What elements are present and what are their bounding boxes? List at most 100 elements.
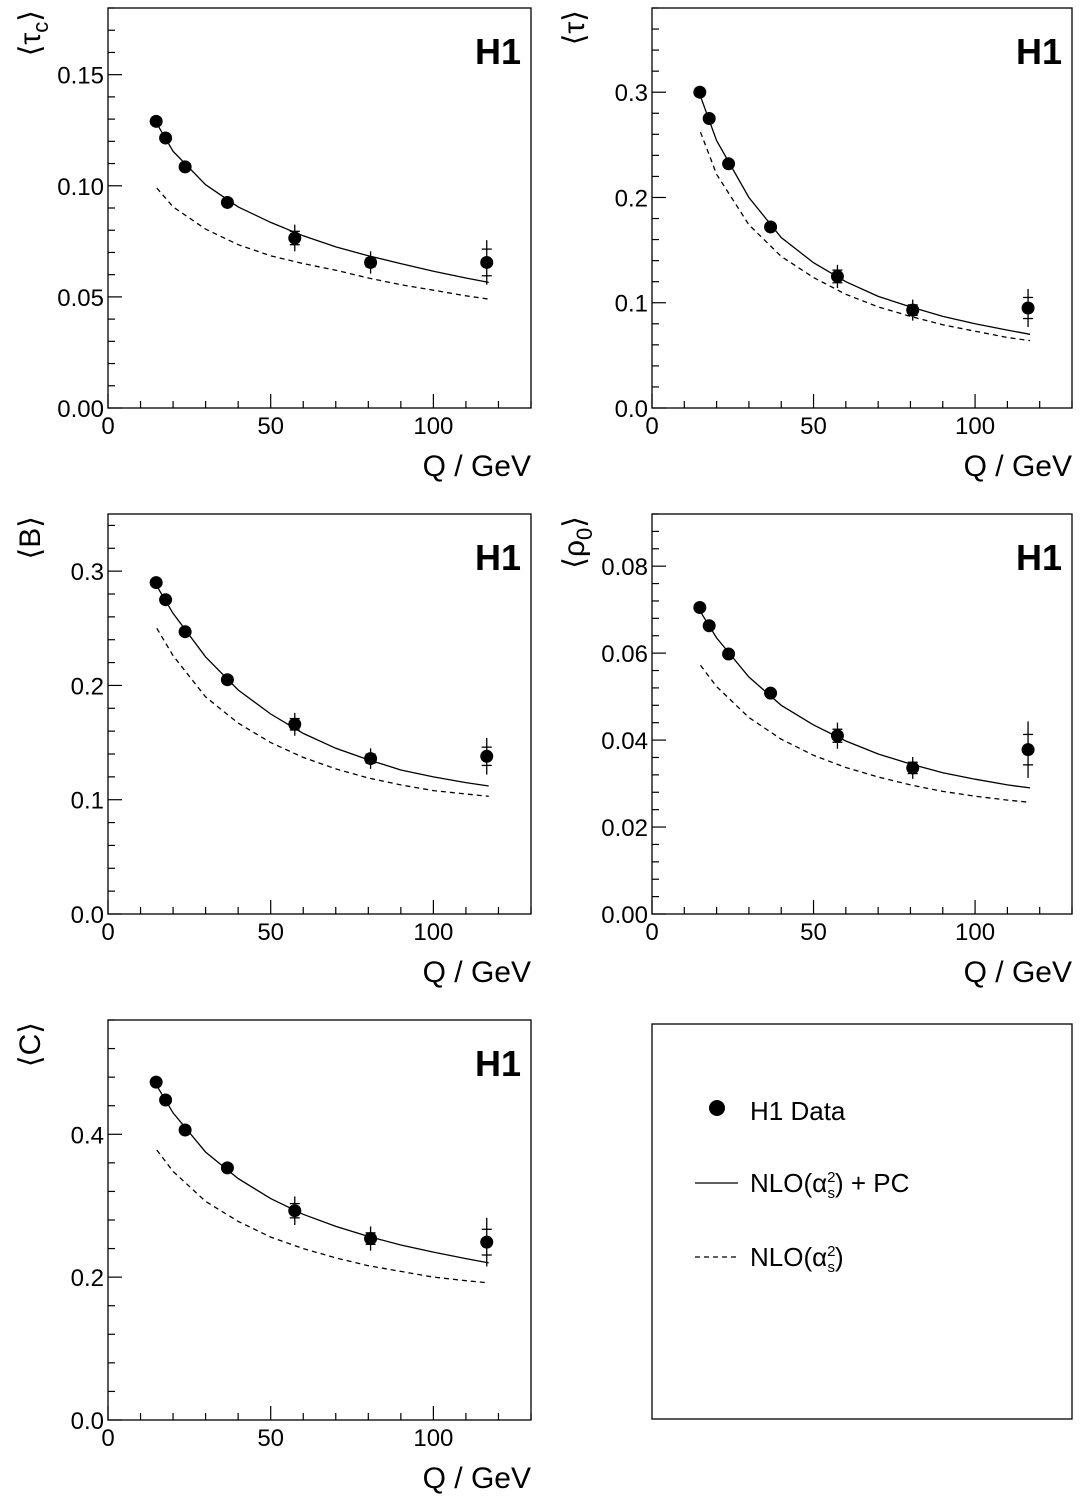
legend-label-nlo-sub: s xyxy=(828,1259,836,1276)
curve-nlo-pc xyxy=(156,1085,489,1264)
y-tick-label: 0.4 xyxy=(71,1122,104,1149)
legend: H1 Data NLO(α2 s) + PC NLO(α2 s) xyxy=(651,1023,1073,1420)
y-tick-label: 0.1 xyxy=(71,788,104,815)
plot-frame xyxy=(651,513,1073,915)
y-tick-label: 0.06 xyxy=(601,641,648,668)
panel-4: 0 50 100 0.00 0.02 0.04 0.06 0.08 Q / GeV ⟨ρ0⟩ H1 xyxy=(558,513,1073,989)
x-tick-label: 100 xyxy=(413,919,453,946)
y-tick-label: 0.04 xyxy=(601,728,648,755)
y-axis-title: ⟨τ⟩ xyxy=(558,10,591,45)
y-tick-label: 0.1 xyxy=(615,291,648,318)
legend-label-nlo-pc-end: ) + PC xyxy=(835,1168,909,1198)
experiment-label: H1 xyxy=(1016,31,1062,72)
panel-1: 0 50 100 0.00 0.05 0.10 0.15 Q / GeV ⟨τc⟩ H1 xyxy=(14,7,532,483)
x-axis-title: Q / GeV xyxy=(964,956,1072,989)
data-point xyxy=(178,1123,192,1137)
plot-frame xyxy=(107,513,532,915)
y-axis-title-symbol: C xyxy=(14,1034,47,1056)
experiment-label: H1 xyxy=(475,537,521,578)
y-tick-label: 0.00 xyxy=(601,902,648,929)
curve-nlo xyxy=(156,187,489,300)
data-point xyxy=(220,195,234,209)
curve-nlo xyxy=(699,131,1031,342)
data-point xyxy=(722,647,736,661)
curve-nlo xyxy=(156,627,489,797)
y-axis-title-close: ⟩ xyxy=(558,10,591,22)
y-tick-label: 0.0 xyxy=(71,1408,104,1435)
panel-3: 0 50 100 0.0 0.1 0.2 0.3 Q / GeV ⟨B⟩ H1 xyxy=(14,513,532,989)
y-axis-title-symbol: ρ xyxy=(558,540,591,557)
y-axis-title-symbol: τ xyxy=(558,22,591,34)
data-point xyxy=(702,619,716,633)
y-axis-title-close: ⟩ xyxy=(14,1022,47,1034)
plot-frame xyxy=(651,7,1073,409)
y-axis-title-close: ⟩ xyxy=(14,516,47,528)
x-tick-label: 0 xyxy=(645,413,658,440)
y-tick-label: 0.00 xyxy=(57,396,104,423)
x-tick-label: 50 xyxy=(257,919,284,946)
y-tick-label: 0.2 xyxy=(71,1265,104,1292)
experiment-label: H1 xyxy=(1016,537,1062,578)
legend-label-nlo-end: ) xyxy=(835,1242,844,1272)
y-axis-title-sub: c xyxy=(28,22,53,33)
y-axis-title: ⟨ρ0⟩ xyxy=(558,516,597,569)
x-tick-label: 50 xyxy=(257,413,284,440)
data-point xyxy=(149,1075,163,1089)
data-point xyxy=(288,717,302,731)
experiment-label: H1 xyxy=(475,31,521,72)
legend-label-nlo-pc-sub: s xyxy=(828,1185,836,1202)
x-axis-title: Q / GeV xyxy=(423,1462,531,1495)
data-point xyxy=(159,593,173,607)
data-point xyxy=(906,303,920,317)
data-point xyxy=(159,131,173,145)
data-point xyxy=(480,1235,494,1249)
y-tick-label: 0.2 xyxy=(71,673,104,700)
y-axis-title-open: ⟨ xyxy=(14,45,47,57)
y-axis-title-open: ⟨ xyxy=(14,548,47,560)
y-axis-title: ⟨τc⟩ xyxy=(14,10,53,56)
x-tick-label: 100 xyxy=(413,1425,453,1452)
legend-label-nlo-pc-sup: 2 xyxy=(827,1169,835,1186)
data-point xyxy=(693,600,707,614)
data-point xyxy=(693,85,707,99)
legend-label-nlo: NLO(α2 s) xyxy=(750,1242,844,1276)
y-tick-label: 0.08 xyxy=(601,554,648,581)
data-point xyxy=(480,749,494,763)
x-tick-label: 50 xyxy=(257,1425,284,1452)
y-tick-label: 0.0 xyxy=(615,396,648,423)
data-point xyxy=(702,112,716,126)
legend-label-nlo-pc: NLO(α2 s) + PC xyxy=(750,1168,909,1202)
data-point xyxy=(220,1161,234,1175)
data-point xyxy=(764,220,778,234)
experiment-label: H1 xyxy=(475,1043,521,1084)
legend-label-nlo-sup: 2 xyxy=(827,1243,835,1260)
data-point xyxy=(159,1093,173,1107)
y-axis-title-open: ⟨ xyxy=(558,557,591,569)
x-tick-label: 100 xyxy=(955,919,995,946)
x-axis-title: Q / GeV xyxy=(423,956,531,989)
data-point xyxy=(830,269,844,283)
y-tick-label: 0.3 xyxy=(71,559,104,586)
data-point xyxy=(364,255,378,269)
x-axis-title: Q / GeV xyxy=(964,450,1072,483)
data-point xyxy=(764,686,778,700)
data-point xyxy=(480,255,494,269)
panel-2: 0 50 100 0.0 0.1 0.2 0.3 Q / GeV ⟨τ⟩ H1 xyxy=(558,7,1073,483)
y-tick-label: 0.0 xyxy=(71,902,104,929)
x-tick-label: 0 xyxy=(101,413,114,440)
y-tick-label: 0.10 xyxy=(57,174,104,201)
data-point xyxy=(364,752,378,766)
y-tick-label: 0.15 xyxy=(57,63,104,90)
y-tick-label: 0.3 xyxy=(615,80,648,107)
data-point xyxy=(364,1232,378,1246)
x-tick-label: 50 xyxy=(800,919,827,946)
data-point xyxy=(220,673,234,687)
data-point xyxy=(288,231,302,245)
legend-label-nlo-main: NLO(α xyxy=(750,1242,827,1272)
curve-nlo xyxy=(156,1149,489,1284)
data-point xyxy=(149,114,163,128)
y-tick-label: 0.02 xyxy=(601,815,648,842)
curve-nlo xyxy=(699,664,1031,803)
y-axis-title-sub: 0 xyxy=(572,528,597,540)
